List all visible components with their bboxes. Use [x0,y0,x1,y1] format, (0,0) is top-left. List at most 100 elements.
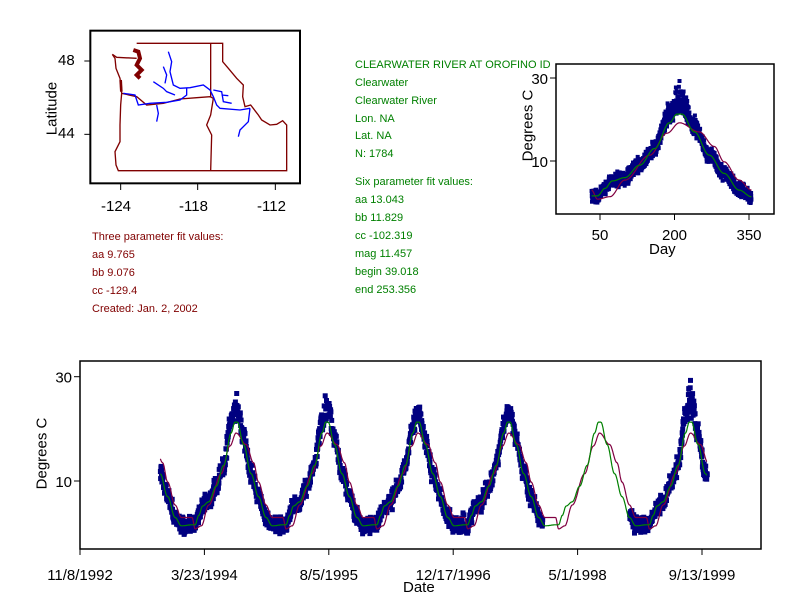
day-chart-point [622,180,627,185]
date-chart-point [479,504,485,510]
day-chart-point [652,144,657,148]
day-chart-point [600,183,605,188]
day-chart-point [596,198,601,203]
date-chart-point [226,431,231,437]
day-chart-point [641,163,646,168]
six-param-heading: Six parameter fit values: [355,176,473,188]
date-chart-point [419,420,425,426]
date-chart-point [704,472,710,478]
day-chart-point [604,187,609,192]
date-chart-point [320,426,326,432]
day-chart-point [681,89,686,94]
date-chart-point [523,467,529,473]
date-chart-point [466,522,472,528]
day-chart-point [650,148,655,153]
date-chart-point [308,479,313,485]
six-param-fit-line [159,421,708,527]
day-chart-point [635,171,640,176]
day-chart-point [660,128,665,133]
date-chart-point [527,484,533,490]
date-chart-point [680,426,686,432]
date-chart-point [342,472,348,478]
date-chart-point [517,446,522,452]
date-chart-point [284,527,290,533]
map-xtick-118: -118 [179,198,208,215]
day-chart-point [698,126,703,131]
date-chart-point [490,478,496,484]
date-chart-point [373,514,379,520]
date-chart-point [431,466,437,472]
date-chart-point [533,501,539,507]
date-chart-point [259,499,265,505]
location-map [84,29,301,190]
date-chart-point [540,517,546,523]
day-chart-point [744,195,748,200]
date-chart-point [324,398,329,403]
day-chart-point [668,110,673,115]
date-chart-point [238,417,244,423]
day-chart-point [715,158,720,163]
date-chart-point [297,506,303,512]
day-chart-point [592,198,597,203]
day-chart-point [681,97,686,102]
day-chart-point [684,102,689,107]
date-chart-point [307,482,313,488]
date-chart-point [450,529,456,535]
date-chart-point [202,491,208,497]
date-chart-point [412,427,418,433]
date-chart-point [374,527,380,533]
date-chart-point [687,385,693,391]
date-chart-point [249,462,255,468]
date-chart-point [163,482,169,488]
date-chart-point [315,445,321,451]
six-param-end: end 253.356 [355,284,417,296]
six-param-bb: bb 11.829 [355,212,404,224]
date-chart-point [328,409,334,415]
date-chart-point [698,438,704,444]
date-chart-point [310,466,316,472]
date-chart-point [519,460,525,466]
day-chart-point [681,93,686,98]
date-chart-point [376,523,382,529]
date-chart-point [446,524,452,529]
date-chart-point [498,438,504,443]
day-chart-point [613,175,618,179]
day-chart-point [634,161,639,166]
day-chart-point [608,182,613,187]
day-chart-point [722,166,727,171]
date-chart-point [649,518,655,524]
date-chart-point [224,455,230,461]
date-chart-point [252,473,258,479]
date-chart-point [424,438,430,444]
date-chart-point [333,443,339,449]
day-chart-point [684,95,689,100]
date-chart-point [509,416,515,422]
date-chart-point [254,499,260,505]
day-chart-point [685,99,690,103]
date-chart-point [458,529,464,535]
date-chart-point [407,435,413,441]
date-chart-point [342,468,348,474]
date-chart-point [692,411,698,417]
date-chart-point [540,522,545,528]
date-chart-point [424,433,430,439]
date-chart-point [536,522,542,528]
date-chart-point [695,421,701,427]
day-chart-point [737,181,742,186]
day-chart-point [686,105,691,110]
three-param-fit-line [159,432,708,530]
day-chart-point [700,139,705,144]
day-chart-point [682,106,687,111]
day-chart-point [593,189,598,194]
day-chart-point [742,182,746,187]
six-param-cc: cc -102.319 [355,230,413,242]
date-chart-point [261,504,267,509]
day-chart-point [694,136,699,141]
date-chart-point [287,516,293,522]
day-chart-xlabel: Day [649,241,676,258]
date-chart-point [426,449,432,455]
day-chart-point [729,174,734,179]
date-chart-point [669,484,675,490]
date-chart-point [317,431,323,437]
date-chart-point [691,398,697,404]
